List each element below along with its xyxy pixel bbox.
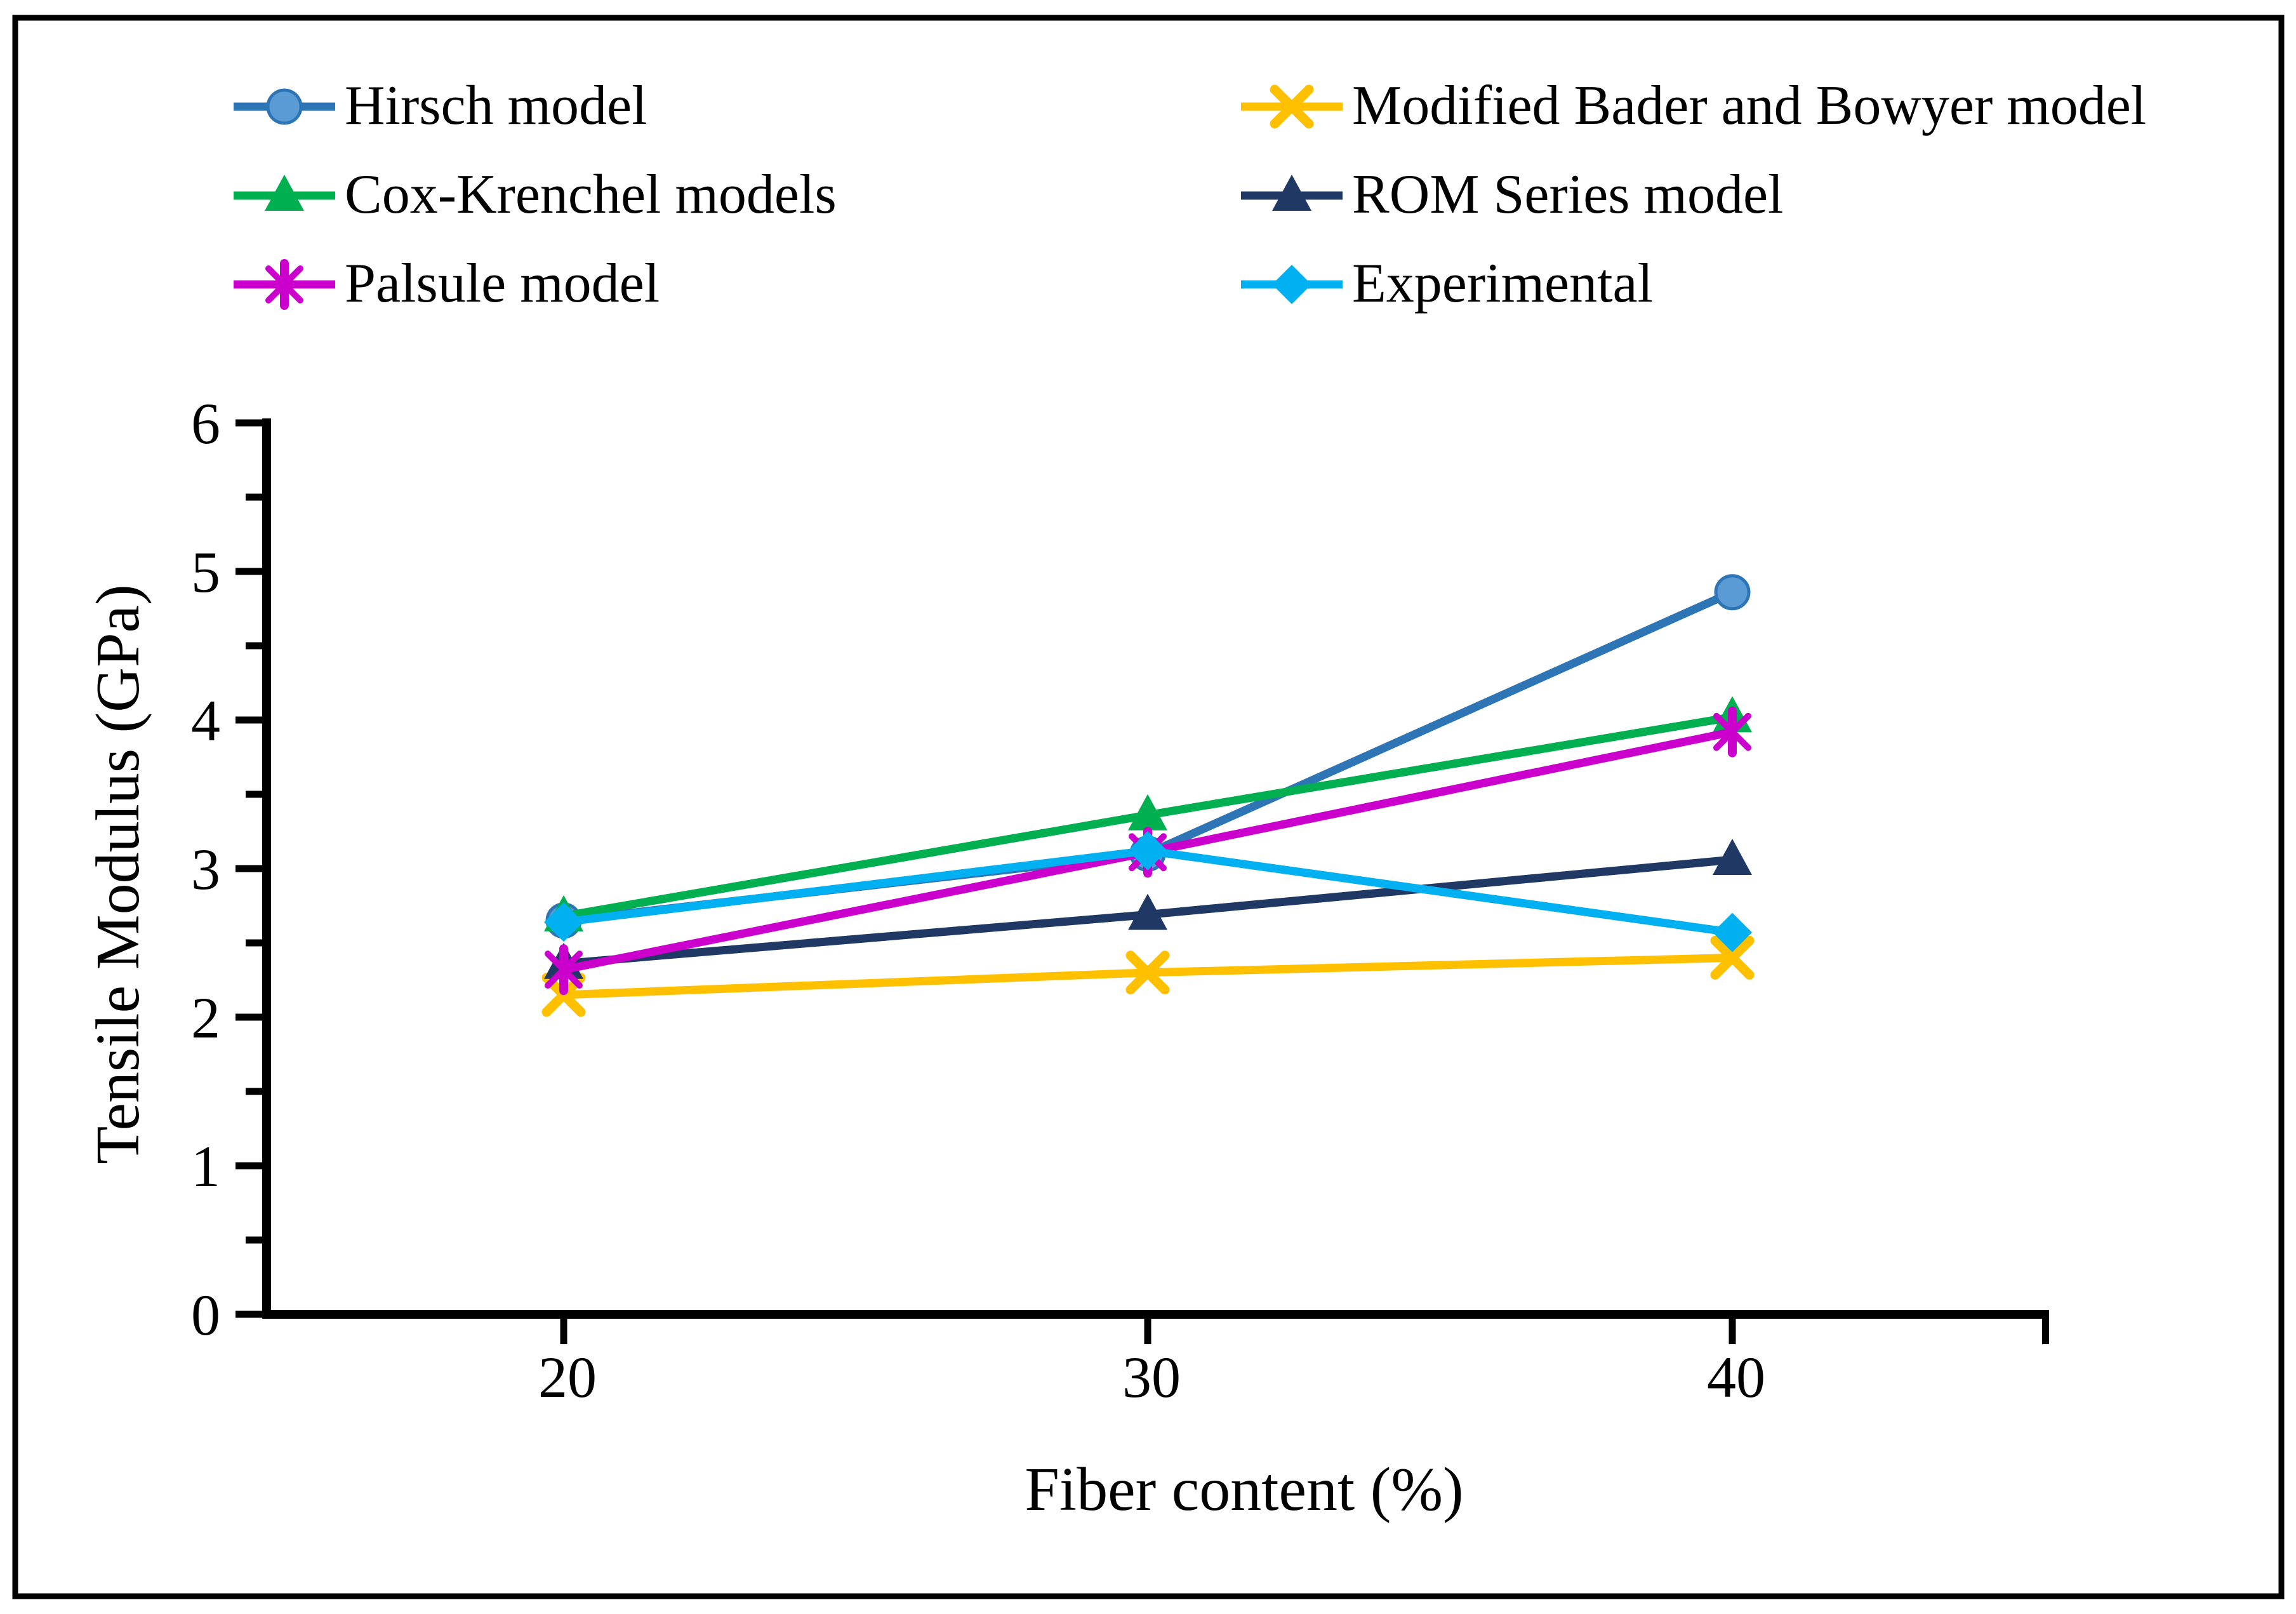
marker-modified-bader-and-bowyer-model-30-icon — [1125, 950, 1170, 995]
legend-marker-experimental-icon — [1272, 265, 1311, 304]
marker-palsule-model-40-icon-diagonals — [1713, 712, 1751, 751]
legend-item-rom-series-model: ROM Series model — [1241, 164, 1784, 225]
legend: Hirsch model Modified Bader and Bowyer mo… — [234, 75, 2146, 314]
legend-label-cox-krenchel-models: Cox-Krenchel models — [345, 164, 837, 225]
legend-item-palsule-model: Palsule model — [234, 253, 660, 314]
y-tick-label-0: 0 — [191, 1283, 220, 1347]
marker-experimental-30-icon — [1128, 830, 1167, 870]
series-experimental — [544, 830, 1752, 952]
legend-item-experimental: Experimental — [1241, 253, 1653, 314]
y-tick-label-4: 4 — [191, 688, 220, 753]
marker-cox-krenchel-models-30-icon — [1128, 794, 1167, 830]
marker-rom-series-model-40-icon — [1713, 838, 1752, 875]
marker-experimental-20-icon — [544, 902, 583, 942]
x-tick-label-30: 30 — [1122, 1345, 1181, 1410]
figure-border — [12, 15, 2285, 1599]
legend-item-hirsch-model: Hirsch model — [234, 75, 647, 137]
legend-label-palsule-model: Palsule model — [345, 253, 660, 314]
legend-marker-hirsch-model-icon — [266, 88, 303, 125]
legend-label-hirsch-model: Hirsch model — [345, 75, 647, 137]
legend-item-modified-bader-and-bowyer-model: Modified Bader and Bowyer model — [1241, 75, 2146, 137]
legend-label-modified-bader-and-bowyer-model: Modified Bader and Bowyer model — [1352, 75, 2146, 137]
marker-palsule-model-20-icon-diagonals — [545, 950, 583, 989]
marker-modified-bader-and-bowyer-model-40-icon — [1710, 935, 1755, 980]
marker-hirsch-model-40-icon — [1714, 574, 1751, 611]
x-tick-label-20: 20 — [538, 1345, 597, 1410]
legend-marker-modified-bader-and-bowyer-model-icon — [1270, 84, 1314, 129]
y-tick-label-2: 2 — [191, 985, 220, 1050]
y-tick-label-5: 5 — [191, 540, 220, 604]
axes: 0 1 2 3 4 5 6 20 30 40 — [191, 391, 2049, 1410]
legend-marker-palsule-model-icon-diagonals — [265, 265, 303, 303]
y-axis-title: Tensile Modulus (GPa) — [84, 584, 152, 1164]
legend-item-cox-krenchel-models: Cox-Krenchel models — [234, 164, 837, 225]
legend-label-rom-series-model: ROM Series model — [1352, 164, 1784, 225]
x-axis-title: Fiber content (%) — [1025, 1455, 1463, 1524]
legend-marker-rom-series-model-icon — [1272, 175, 1311, 211]
marker-rom-series-model-30-icon — [1128, 893, 1167, 930]
y-tick-label-3: 3 — [191, 837, 220, 902]
x-tick-label-40: 40 — [1707, 1345, 1765, 1410]
legend-marker-cox-krenchel-models-icon — [265, 175, 304, 211]
y-tick-label-1: 1 — [191, 1134, 220, 1199]
y-tick-label-6: 6 — [191, 391, 220, 456]
legend-label-experimental: Experimental — [1352, 253, 1653, 314]
marker-experimental-40-icon — [1713, 912, 1752, 952]
